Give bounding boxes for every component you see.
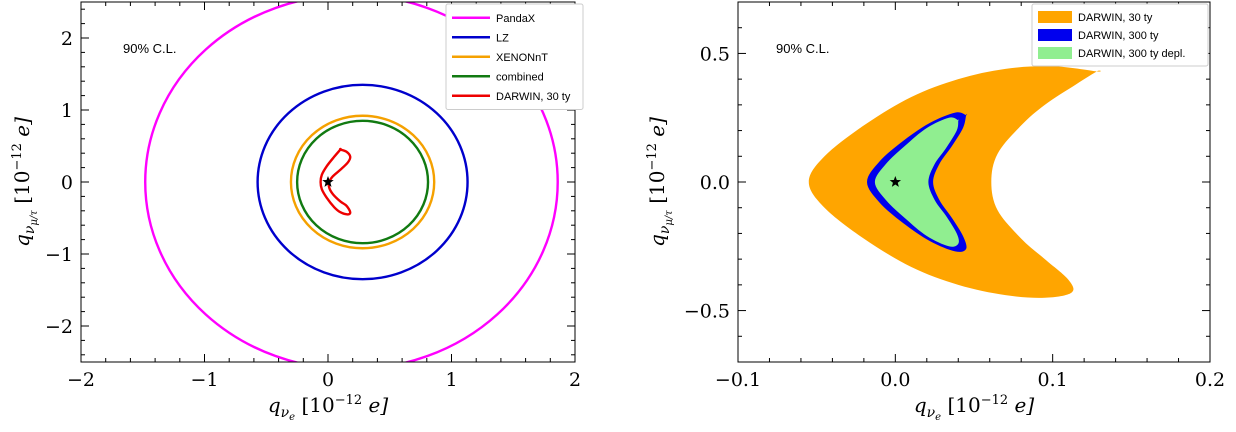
axis-subsubscript: e (935, 412, 941, 423)
star-icon (322, 176, 334, 187)
series-lz-contour (256, 83, 469, 281)
x-tick-label: 0.1 (1038, 369, 1068, 391)
axis-symbol: q (268, 393, 281, 417)
y-tick-label: −2 (45, 316, 73, 338)
confidence-level-note: 90% C.L. (123, 41, 176, 56)
legend-label: PandaX (496, 13, 536, 25)
series-combined-contour (295, 119, 430, 245)
x-tick-label: −1 (190, 369, 218, 391)
x-tick-label: 2 (569, 369, 581, 391)
series-xenonnt-contour (289, 114, 436, 250)
series-pandax-contour (144, 2, 559, 362)
y-tick-label: 0.5 (700, 43, 730, 65)
x-tick-label: −2 (67, 369, 95, 391)
axis-unit: [10 (295, 393, 335, 417)
series-darwin-30-ty-contour (319, 147, 352, 216)
legend-frame (1031, 3, 1209, 67)
x-tick-label: 0.0 (880, 369, 910, 391)
legend-label: XENONnT (496, 52, 548, 64)
legend-label: combined (496, 71, 544, 83)
star-icon (889, 176, 902, 187)
x-tick-label: 1 (445, 369, 457, 391)
y-tick-label: −0.5 (684, 301, 730, 323)
legend: PandaX LZ XENONnT combined DARWIN, 30 ty (445, 3, 584, 110)
y-tick-label: 0.0 (700, 172, 730, 194)
axis-unit-end: e] (362, 393, 388, 417)
axis-subscript: ν (927, 405, 936, 421)
y-axis-label: qνμ/τ [10−12 e] (10, 117, 40, 247)
axis-subscript: ν (657, 225, 673, 234)
axis-subsubscript: μ/τ (664, 210, 675, 226)
series-darwin-30-ty-region (808, 66, 1101, 298)
x-tick-label: 0 (322, 369, 334, 391)
axis-subsubscript: μ/τ (29, 210, 40, 226)
axis-subscript: ν (22, 225, 38, 234)
legend-swatch (1038, 11, 1072, 23)
series-darwin-300-ty-depl-region (874, 117, 960, 247)
axis-exponent: −12 (10, 143, 25, 170)
axis-unit: [10 (645, 171, 669, 211)
axis-unit-end: e] (1008, 393, 1034, 417)
axis-subscript: ν (281, 405, 290, 421)
axis-subsubscript: e (289, 412, 295, 423)
axis-symbol: q (645, 234, 669, 247)
axis-symbol: q (914, 393, 927, 417)
x-tick-label: 0.2 (1195, 369, 1225, 391)
legend-swatch (1038, 29, 1072, 41)
legend-label: DARWIN, 30 ty (1078, 12, 1153, 24)
axis-exponent: −12 (335, 393, 362, 408)
plot-area (144, 2, 559, 362)
legend-label: DARWIN, 300 ty (1078, 30, 1159, 42)
confidence-level-note: 90% C.L. (776, 41, 829, 56)
legend-label: LZ (496, 32, 509, 44)
y-axis-label: qνμ/τ [10−12 e] (645, 117, 675, 247)
axis-symbol: q (10, 234, 34, 247)
legend-swatch (1038, 47, 1072, 59)
axis-exponent: −12 (645, 143, 660, 170)
y-tick-label: −1 (45, 244, 73, 266)
axis-unit-end: e] (10, 117, 34, 143)
legend-label: DARWIN, 300 ty depl. (1078, 48, 1185, 60)
legend-label: DARWIN, 30 ty (496, 91, 571, 103)
legend-frame (445, 3, 584, 110)
y-tick-label: 1 (61, 100, 73, 122)
axis-exponent: −12 (981, 393, 1008, 408)
x-tick-label: −0.1 (715, 369, 761, 391)
axis-unit-end: e] (645, 117, 669, 143)
legend: DARWIN, 30 ty DARWIN, 300 ty DARWIN, 300 t… (1031, 3, 1209, 67)
x-axis-label: qνe [10−12 e] (914, 393, 1034, 423)
axis-unit: [10 (941, 393, 981, 417)
axis-unit: [10 (10, 171, 34, 211)
y-tick-label: 2 (61, 28, 73, 50)
y-tick-label: 0 (61, 172, 73, 194)
x-axis-label: qνe [10−12 e] (268, 393, 388, 423)
plot-area (808, 66, 1101, 298)
